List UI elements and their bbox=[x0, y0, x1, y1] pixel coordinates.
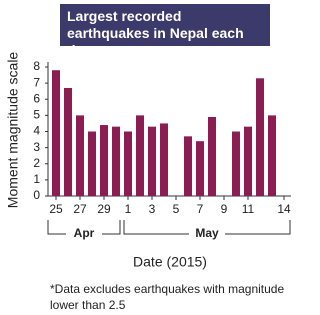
y-tick-label: 7 bbox=[33, 75, 40, 89]
group-bracket bbox=[123, 220, 291, 235]
y-tick-label: 3 bbox=[33, 140, 40, 154]
y-tick-label: 8 bbox=[33, 59, 40, 73]
page: Moment magnitude scale Date (2015) 0 1 2 3 4… bbox=[5, 4, 291, 312]
y-tick-label: 0 bbox=[33, 188, 40, 202]
y-tick-label: 5 bbox=[33, 108, 40, 122]
group-label: Apr bbox=[74, 226, 95, 240]
bar bbox=[256, 78, 264, 196]
x-tick-label: 11 bbox=[242, 202, 255, 216]
bar bbox=[268, 115, 276, 196]
bar bbox=[244, 126, 252, 196]
bar bbox=[88, 131, 96, 196]
x-tick-label: 7 bbox=[197, 202, 204, 216]
bar bbox=[136, 115, 144, 196]
x-tick-label: 27 bbox=[73, 202, 87, 216]
y-tick-label: 6 bbox=[33, 91, 40, 105]
bar bbox=[160, 123, 168, 196]
bar bbox=[232, 131, 240, 196]
x-axis-label: Date (2015) bbox=[133, 254, 207, 270]
y-tick-label: 4 bbox=[33, 124, 40, 138]
chart-title: Largest recorded earthquakes in Nepal ea… bbox=[60, 4, 270, 58]
x-tick-label: 29 bbox=[97, 202, 111, 216]
x-tick-label: 14 bbox=[277, 202, 291, 216]
bar bbox=[112, 126, 120, 196]
x-tick-label: 25 bbox=[49, 202, 63, 216]
group-bracket bbox=[47, 220, 121, 235]
x-tick-label: 1 bbox=[125, 202, 132, 216]
bar bbox=[208, 116, 216, 196]
chart: Moment magnitude scale Date (2015) 0 1 2 3 4… bbox=[5, 52, 291, 270]
bar bbox=[184, 136, 192, 196]
x-tick-label: 3 bbox=[149, 202, 156, 216]
y-axis-label: Moment magnitude scale bbox=[5, 52, 21, 209]
y-tick-label: 2 bbox=[33, 156, 40, 170]
bar bbox=[148, 126, 156, 196]
footnote: *Data excludes earthquakes with magnitud… bbox=[50, 282, 285, 312]
y-tick-label: 1 bbox=[33, 172, 40, 186]
bar bbox=[100, 125, 108, 196]
bar bbox=[64, 87, 72, 196]
x-tick-label: 9 bbox=[221, 202, 228, 216]
bar bbox=[52, 70, 60, 196]
x-tick-label: 5 bbox=[173, 202, 180, 216]
group-label: May bbox=[195, 226, 219, 240]
bar bbox=[196, 141, 204, 196]
bar bbox=[124, 131, 132, 196]
bar bbox=[76, 115, 84, 196]
